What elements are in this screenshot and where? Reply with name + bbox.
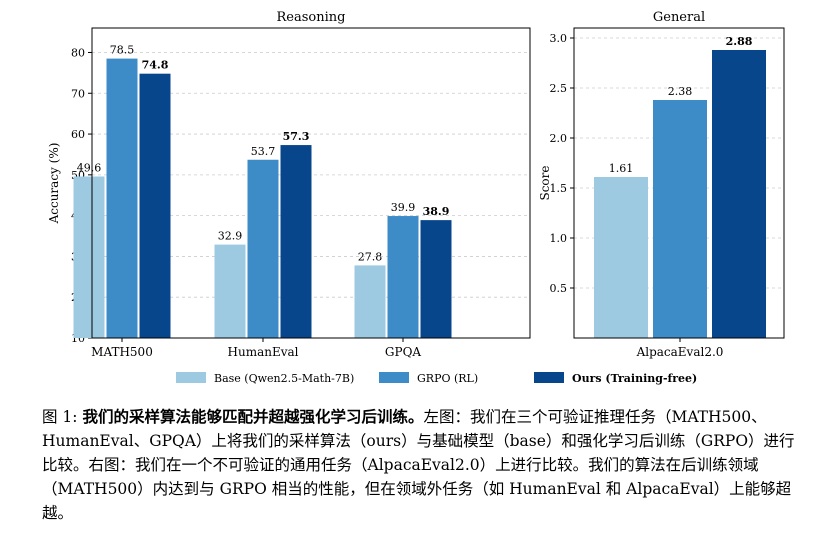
data-label: 74.8 <box>142 59 169 72</box>
reasoning-panel: 1020304050607080ReasoningAccuracy (%)49.… <box>47 10 531 359</box>
data-label: 53.7 <box>251 145 276 158</box>
general-panel: 0.5 1.0 1.5 2.0 2.5 3.0 General Score 1.61 2.38 2.… <box>538 10 785 359</box>
legend-swatch-grpo-rl <box>379 372 409 383</box>
caption-prefix: 图 1: <box>42 408 83 426</box>
data-label: 38.9 <box>423 205 450 218</box>
plot-frame <box>91 27 531 339</box>
figure-caption: 图 1: 我们的采样算法能够匹配并超越强化学习后训练。左图：我们在三个可验证推理… <box>42 405 802 525</box>
y-tick-label: 3.0 <box>550 32 568 45</box>
bar-grpo-rl-humaneval <box>247 159 279 338</box>
bar-base-qwen2-5-math-7b-humaneval <box>214 244 246 338</box>
bar-grpo-rl-math500 <box>106 58 138 339</box>
data-label: 57.3 <box>283 130 310 143</box>
data-label: 1.61 <box>609 162 634 175</box>
legend: Base (Qwen2.5-Math-7B) GRPO (RL) Ours (Tra… <box>176 372 697 385</box>
x-tick-label: MATH500 <box>91 345 153 359</box>
panel-title: General <box>653 10 705 25</box>
bar-ours-training-free-gpqa <box>420 220 452 338</box>
bar-ours-training-free-alpacaeval2-0 <box>712 50 766 338</box>
data-label: 2.38 <box>668 85 693 98</box>
legend-label: Base (Qwen2.5-Math-7B) <box>214 372 354 385</box>
figure: 1020304050607080ReasoningAccuracy (%)49.… <box>47 10 785 385</box>
caption-text: 左图：我们在三个可验证推理任务（MATH500、HumanEval、GPQA）上… <box>42 408 795 522</box>
legend-swatch-base-qwen2-5-math-7b <box>176 372 206 383</box>
bar-grpo-rl-alpacaeval2-0 <box>653 100 707 338</box>
bar-base-qwen2-5-math-7b-gpqa <box>354 265 386 338</box>
data-label: 32.9 <box>218 230 243 243</box>
data-label: 2.88 <box>726 35 753 48</box>
x-tick-label: AlpacaEval2.0 <box>636 345 724 359</box>
legend-swatch-ours-training-free <box>534 372 564 383</box>
x-tick-label: GPQA <box>385 345 421 359</box>
x-tick-label: HumanEval <box>228 345 299 359</box>
bar-base-qwen2-5-math-7b-alpacaeval2-0 <box>594 177 648 338</box>
bar-ours-training-free-math500 <box>139 73 171 339</box>
bar-base-qwen2-5-math-7b-math500 <box>73 176 105 338</box>
legend-label: GRPO (RL) <box>417 372 478 385</box>
y-tick-label: 60 <box>71 128 85 141</box>
bar-ours-training-free-humaneval <box>280 145 312 338</box>
y-axis-label: Score <box>538 165 552 200</box>
data-label: 49.6 <box>77 161 102 174</box>
y-tick-label: 80 <box>71 46 85 59</box>
y-tick-label: 70 <box>71 87 85 100</box>
data-label: 27.8 <box>358 250 383 263</box>
caption-bold: 我们的采样算法能够匹配并超越强化学习后训练。 <box>82 407 424 426</box>
y-tick-label: 2.0 <box>550 132 568 145</box>
plot-frame <box>573 27 785 339</box>
y-tick-label: 1.5 <box>550 182 568 195</box>
data-label: 39.9 <box>391 201 416 214</box>
y-axis-label: Accuracy (%) <box>47 143 61 225</box>
bar-grpo-rl-gpqa <box>387 216 419 338</box>
y-tick-label: 0.5 <box>550 282 568 295</box>
y-tick-label: 2.5 <box>550 82 568 95</box>
panel-title: Reasoning <box>277 10 346 25</box>
legend-label: Ours (Training-free) <box>572 372 697 385</box>
data-label: 78.5 <box>110 44 135 57</box>
y-tick-label: 1.0 <box>550 232 568 245</box>
